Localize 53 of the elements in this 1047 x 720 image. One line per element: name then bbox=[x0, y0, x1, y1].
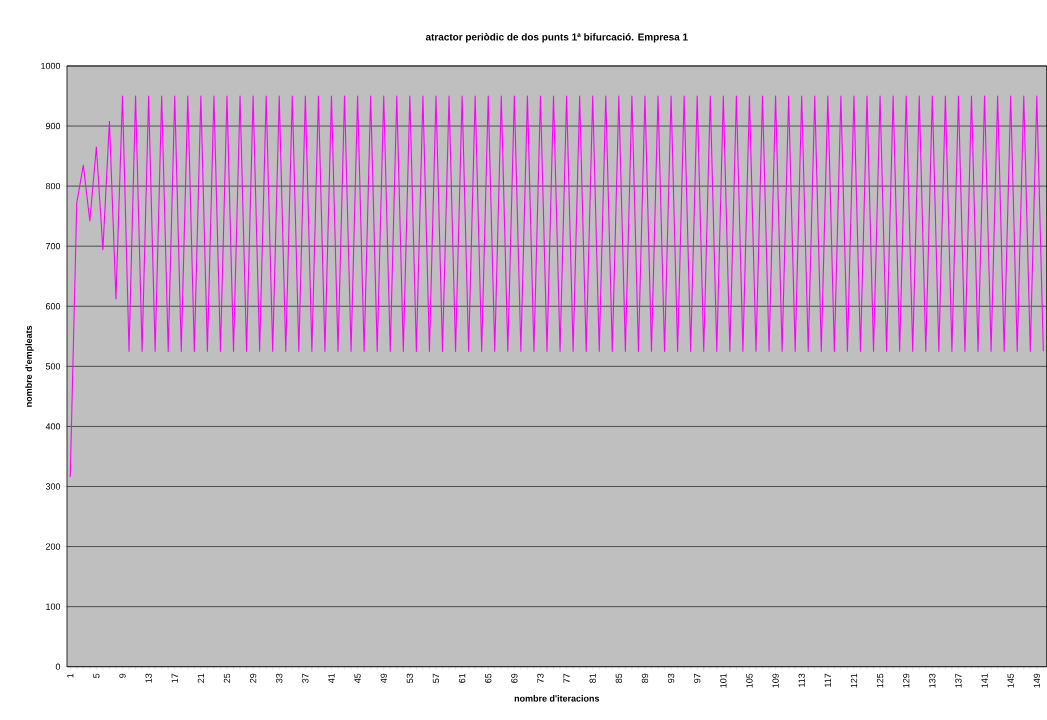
x-tick-label: 57 bbox=[432, 673, 440, 684]
x-tick-label: 97 bbox=[694, 673, 701, 683]
x-tick-label: 85 bbox=[615, 673, 623, 683]
line-series bbox=[69, 95, 1044, 478]
x-tick-label: 53 bbox=[406, 673, 414, 684]
x-tick-label: 29 bbox=[249, 673, 257, 683]
x-tick-label: 73 bbox=[537, 673, 544, 683]
x-tick-label: 105 bbox=[746, 673, 753, 688]
x-tick-label: 77 bbox=[563, 673, 570, 683]
x-tick-label: 25 bbox=[223, 673, 231, 683]
x-tick-label: 61 bbox=[458, 673, 466, 683]
x-tick-label: 141 bbox=[981, 673, 988, 688]
y-tick-label: 300 bbox=[45, 483, 61, 490]
y-tick-label: 1000 bbox=[41, 62, 61, 70]
x-axis-title: nombre d'iteracions bbox=[514, 695, 600, 702]
y-tick-label: 700 bbox=[45, 243, 61, 250]
x-tick-label: 101 bbox=[720, 673, 727, 688]
y-axis-title: nombre d'empleats bbox=[25, 325, 34, 407]
x-tick-label: 117 bbox=[824, 673, 831, 687]
x-tick-label: 149 bbox=[1033, 673, 1040, 688]
x-tick-label: 93 bbox=[667, 673, 675, 683]
x-tick-label: 21 bbox=[197, 673, 204, 683]
x-tick-label: 41 bbox=[328, 673, 335, 684]
y-tick-label: 100 bbox=[46, 603, 61, 610]
x-tick-label: 137 bbox=[955, 673, 962, 688]
x-tick-label: 9 bbox=[119, 673, 126, 678]
y-tick-label: 600 bbox=[45, 303, 61, 310]
y-tick-label: 900 bbox=[45, 123, 61, 130]
x-tick-label: 129 bbox=[903, 673, 910, 688]
x-tick-label: 1 bbox=[67, 673, 74, 678]
x-tick-label: 81 bbox=[589, 673, 596, 683]
x-tick-label: 109 bbox=[772, 673, 779, 688]
x-tick-label: 133 bbox=[929, 673, 936, 688]
y-tick-label: 800 bbox=[45, 183, 61, 190]
y-tick-label: 200 bbox=[45, 543, 61, 550]
x-tick-label: 113 bbox=[798, 673, 805, 687]
x-tick-label: 125 bbox=[876, 673, 884, 688]
x-tick-label: 37 bbox=[302, 673, 309, 684]
y-tick-label: 400 bbox=[45, 423, 61, 430]
x-tick-label: 69 bbox=[511, 673, 518, 683]
x-tick-label: 33 bbox=[276, 673, 283, 684]
x-tick-label: 89 bbox=[641, 673, 649, 683]
x-tick-label: 65 bbox=[485, 673, 492, 683]
x-tick-label: 45 bbox=[354, 673, 361, 684]
x-tick-label: 145 bbox=[1007, 673, 1014, 688]
x-tick-label: 49 bbox=[380, 673, 387, 684]
y-tick-label: 500 bbox=[45, 363, 61, 370]
chart-title: atractor periòdic de dos punts 1ª bifurcació. Empresa 1 bbox=[425, 33, 688, 43]
x-tick-label: 13 bbox=[145, 673, 152, 683]
x-tick-label: 121 bbox=[850, 673, 858, 688]
y-tick-label: 0 bbox=[55, 663, 61, 671]
x-tick-label: 17 bbox=[171, 673, 178, 683]
x-tick-label: 5 bbox=[93, 673, 100, 679]
